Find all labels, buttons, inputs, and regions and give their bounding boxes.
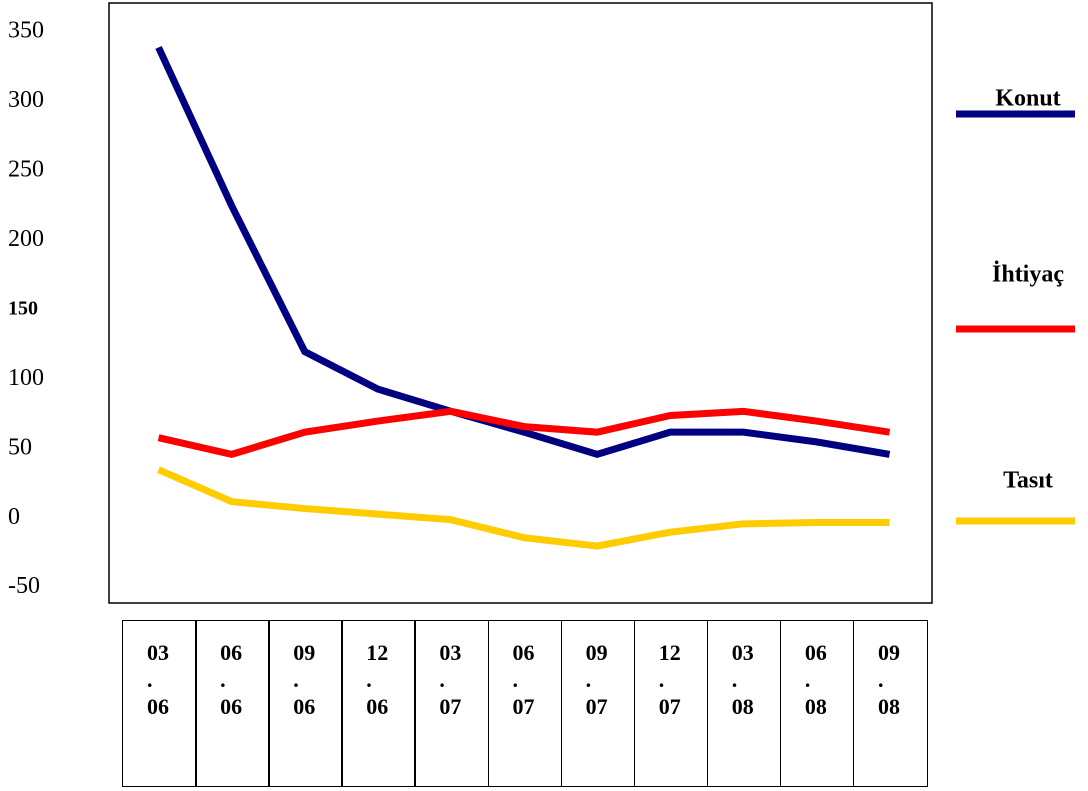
y-tick-label: 0	[8, 504, 20, 530]
series-line	[155, 45, 891, 459]
y-tick-label: 300	[8, 87, 44, 113]
plot-frame	[108, 2, 933, 604]
x-tick-label: 09 . 07	[560, 620, 636, 787]
x-tick-label: 09 . 06	[268, 620, 343, 787]
legend-label: İhtiyaç	[992, 262, 1064, 288]
x-tick-label: 06 . 06	[195, 620, 270, 787]
x-tick-label: 03 . 06	[122, 620, 197, 787]
y-tick-label: 250	[8, 157, 44, 183]
series-line	[157, 407, 891, 459]
x-tick-label: 03 . 08	[706, 620, 782, 787]
x-tick-label: 12 . 07	[633, 620, 709, 787]
x-tick-label: 12 . 06	[341, 620, 416, 787]
y-tick-label: 350	[8, 18, 44, 44]
y-tick-label: 100	[8, 365, 44, 391]
y-tick-label: 200	[8, 226, 44, 252]
x-tick-label: 09 . 08	[853, 620, 928, 787]
legend-label: Tasıt	[1003, 468, 1053, 494]
x-tick-label: 06 . 07	[487, 620, 563, 787]
series-line	[157, 466, 890, 550]
y-tick-label: -50	[8, 573, 40, 599]
y-tick-label: 50	[8, 434, 32, 460]
x-tick-label: 06 . 08	[779, 620, 855, 787]
legend-label: Konut	[995, 86, 1060, 112]
y-tick-label: 150	[8, 298, 38, 320]
x-tick-label: 03 . 07	[414, 620, 489, 787]
